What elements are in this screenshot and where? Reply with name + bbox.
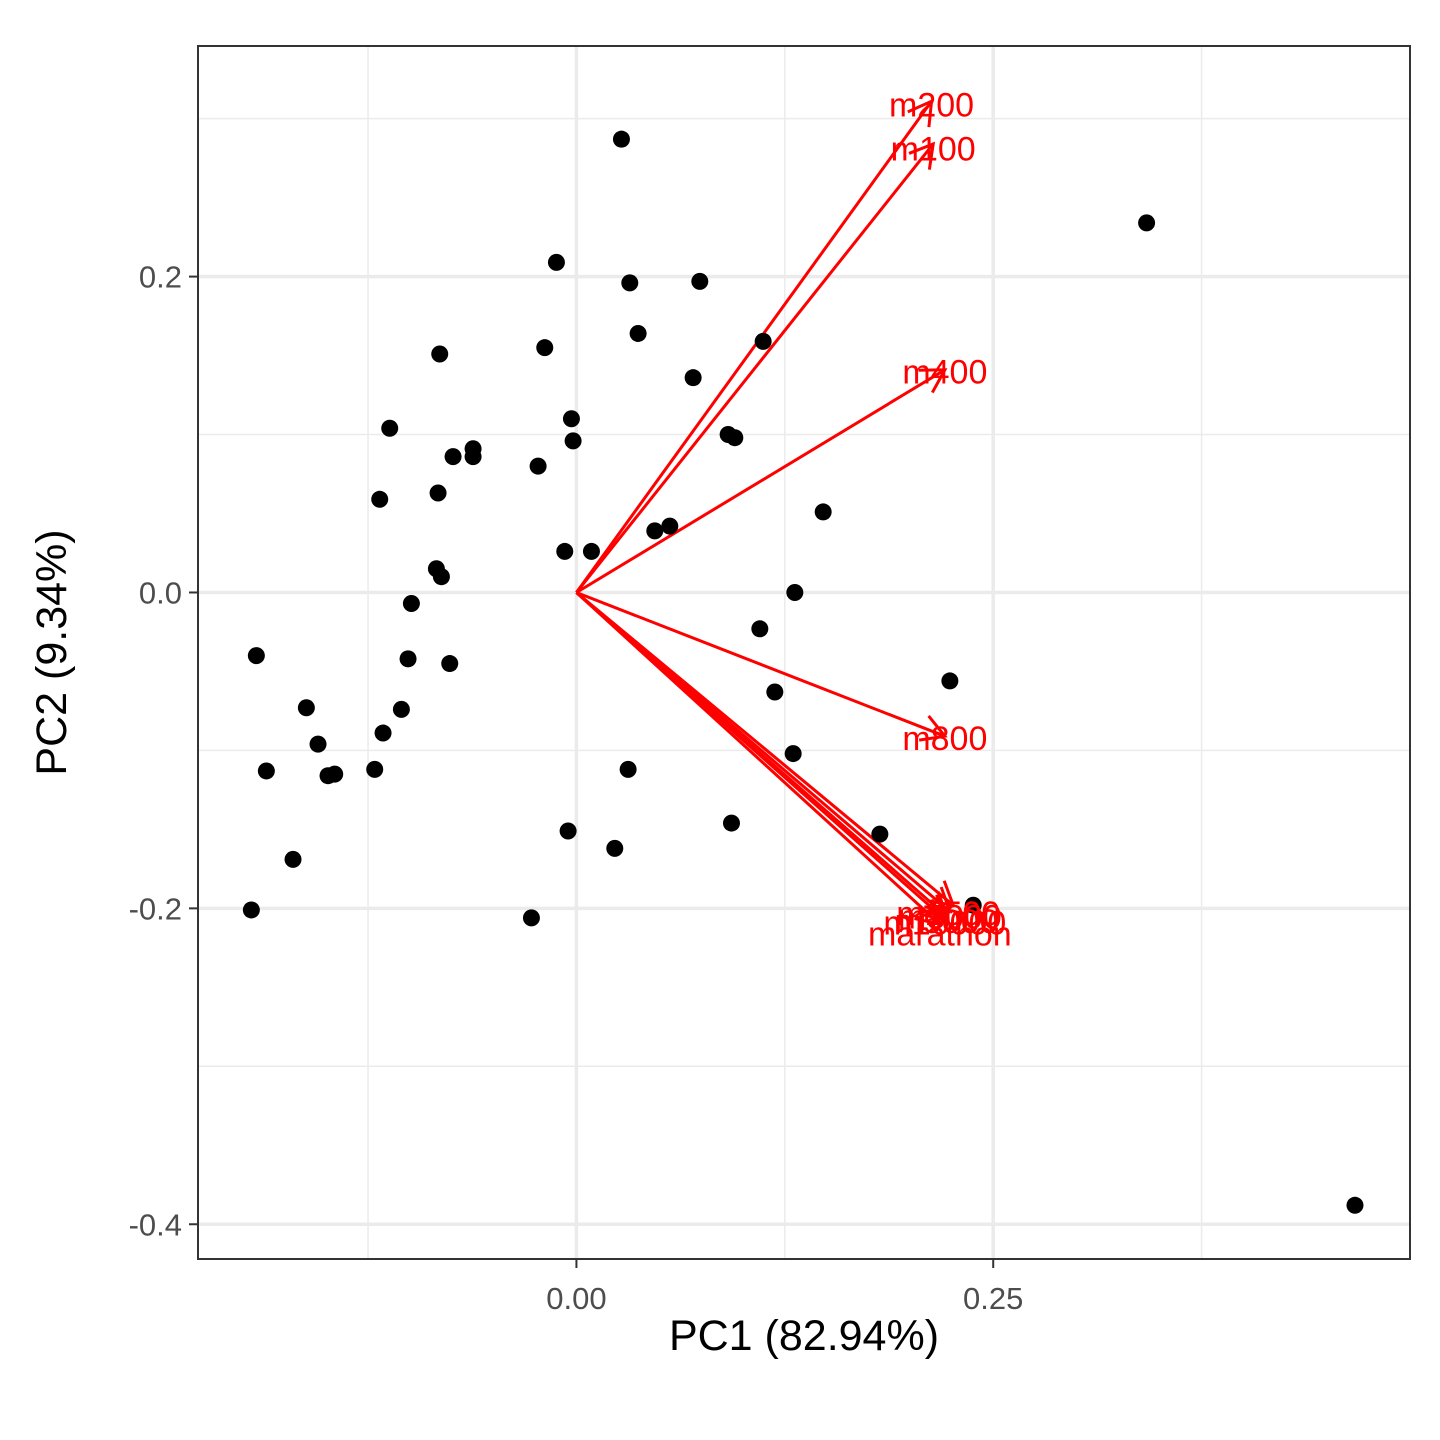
loading-labels: m200 m100 m400 m800 m1500m3000m5000m10000mar… bbox=[868, 86, 1012, 953]
x-tick-label: 0.00 bbox=[546, 1281, 606, 1316]
data-point bbox=[429, 484, 447, 502]
loading-label-marathon: marathon bbox=[868, 916, 1012, 954]
data-point bbox=[784, 745, 802, 763]
data-point bbox=[786, 583, 804, 601]
data-point bbox=[619, 760, 637, 778]
y-tick-label: 0.0 bbox=[139, 575, 182, 610]
loading-label-m800: m800 bbox=[902, 720, 987, 758]
data-point bbox=[371, 490, 389, 508]
data-point bbox=[629, 324, 647, 342]
loading-label-m1500: m1500 bbox=[896, 895, 1000, 933]
data-point bbox=[431, 345, 449, 363]
data-point bbox=[392, 700, 410, 718]
data-point bbox=[564, 432, 582, 450]
loading-arrow-m400 bbox=[575, 368, 946, 594]
data-point bbox=[612, 130, 630, 148]
data-point bbox=[374, 724, 392, 742]
data-point bbox=[399, 650, 417, 668]
loading-arrow-m100 bbox=[575, 142, 935, 594]
loading-arrow-m200 bbox=[575, 100, 933, 594]
data-point bbox=[691, 272, 709, 290]
data-point bbox=[309, 735, 327, 753]
data-point bbox=[559, 822, 577, 840]
loading-arrowhead-m200 bbox=[907, 98, 934, 128]
data-point bbox=[402, 595, 420, 613]
data-point bbox=[547, 253, 565, 271]
loading-arrow-marathon bbox=[575, 591, 941, 926]
loading-arrowhead-m100 bbox=[908, 141, 936, 170]
loading-label-m100: m100 bbox=[891, 131, 976, 169]
y-tick-label: 0.2 bbox=[139, 260, 182, 295]
grid-lines bbox=[198, 46, 1410, 1259]
loading-label-m200: m200 bbox=[889, 86, 974, 124]
data-point bbox=[297, 699, 315, 717]
data-point bbox=[621, 274, 639, 292]
data-point bbox=[556, 542, 574, 560]
y-axis-ticks: -0.4 -0.2 0.0 0.2 bbox=[129, 260, 198, 1242]
data-point bbox=[1346, 1196, 1364, 1214]
y-tick-label: -0.2 bbox=[129, 891, 182, 926]
data-point bbox=[522, 909, 540, 927]
loading-arrowhead-marathon bbox=[914, 898, 943, 927]
loading-label-m5000: m5000 bbox=[895, 903, 999, 941]
loading-arrowhead-m1500 bbox=[927, 880, 956, 908]
x-axis-ticks: 0.00 0.25 bbox=[546, 1259, 1023, 1316]
data-point bbox=[661, 517, 679, 535]
data-point bbox=[381, 419, 399, 437]
loading-arrowhead-m10000 bbox=[919, 894, 948, 922]
data-point bbox=[326, 765, 344, 783]
data-point bbox=[562, 410, 580, 428]
data-point bbox=[606, 839, 624, 857]
data-point bbox=[366, 760, 384, 778]
data-point bbox=[722, 814, 740, 832]
loading-label-m3000: m3000 bbox=[898, 898, 1002, 936]
data-point bbox=[941, 672, 959, 690]
x-axis-title: PC1 (82.94%) bbox=[669, 1312, 939, 1360]
x-tick-label: 0.25 bbox=[963, 1281, 1023, 1316]
panel-border bbox=[197, 45, 1411, 1260]
y-axis-title: PC2 (9.34%) bbox=[28, 529, 76, 775]
data-point bbox=[766, 683, 784, 701]
loading-label-m400: m400 bbox=[902, 353, 987, 391]
data-point bbox=[247, 647, 265, 665]
data-point bbox=[814, 503, 832, 521]
data-point bbox=[684, 369, 702, 387]
data-point bbox=[432, 568, 450, 586]
loading-arrowhead-m400 bbox=[918, 368, 948, 394]
data-point bbox=[726, 429, 744, 447]
data-point bbox=[871, 825, 889, 843]
data-point bbox=[444, 448, 462, 466]
data-point bbox=[536, 339, 554, 357]
data-point bbox=[257, 762, 275, 780]
data-point bbox=[751, 620, 769, 638]
data-point bbox=[242, 901, 260, 919]
data-point bbox=[754, 332, 772, 350]
data-point bbox=[646, 522, 664, 540]
y-tick-label: -0.4 bbox=[129, 1207, 182, 1242]
scatter-points bbox=[242, 130, 1364, 1214]
data-point bbox=[964, 896, 982, 914]
data-point bbox=[441, 655, 459, 673]
loading-arrows bbox=[575, 98, 956, 927]
loading-label-m10000: m10000 bbox=[883, 905, 1006, 943]
data-point bbox=[284, 850, 302, 868]
data-point bbox=[464, 448, 482, 466]
data-point bbox=[1138, 214, 1156, 232]
data-point bbox=[582, 542, 600, 560]
loading-arrowhead-m800 bbox=[918, 714, 948, 742]
loading-arrow-m800 bbox=[575, 591, 946, 738]
data-point bbox=[529, 457, 547, 475]
